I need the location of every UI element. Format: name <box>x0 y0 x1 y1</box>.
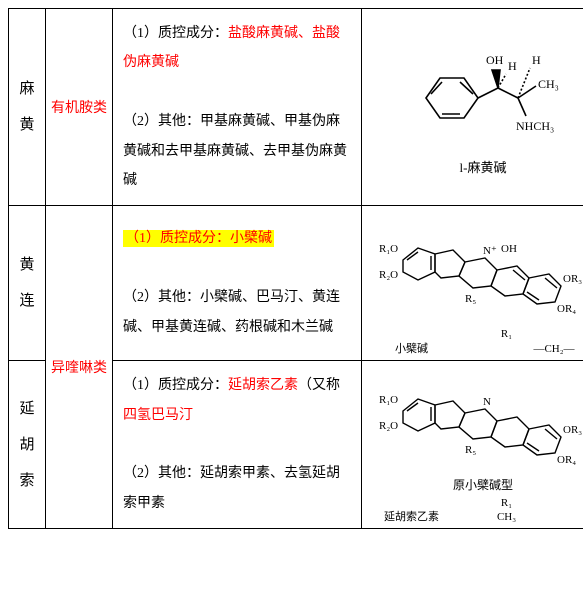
structure-protoberberine: R₁O R₂O R₅ N OR₃ OR₄ <box>373 365 583 475</box>
label-or3: OR₃ <box>563 273 582 285</box>
desc-text-2: （2）其他：延胡索甲素、去氢延胡索甲素 <box>123 466 340 510</box>
r-head: R₂ <box>554 327 583 341</box>
table-row: 麻黄 有机胺类 （1）质控成分：盐酸麻黄碱、盐酸伪麻黄碱 （2）其他：甲基麻黄碱… <box>9 9 583 206</box>
label-r1o: R₁O <box>379 394 398 406</box>
herb-name: 麻黄 <box>19 81 34 133</box>
r-head: R₂ <box>554 496 583 510</box>
r-val: —CH₂— <box>459 342 583 356</box>
label-n: N <box>483 396 491 408</box>
table-row: 黄连 异喹啉类 （1）质控成分：小檗碱 （2）其他：小檗碱、巴马汀、黄连碱、甲基… <box>9 206 583 361</box>
r-val: CH₃ <box>554 510 583 524</box>
label-r1o: R₁O <box>379 243 398 255</box>
label-or3: OR₃ <box>563 424 582 436</box>
label-h2: H <box>532 53 541 67</box>
herb-name: 黄连 <box>19 257 34 309</box>
r-val: CH₃ <box>459 510 554 524</box>
desc-cell: （1）质控成分：盐酸麻黄碱、盐酸伪麻黄碱 （2）其他：甲基麻黄碱、甲基伪麻黄碱和… <box>113 9 362 206</box>
label-ch3: CH₃ <box>538 77 559 91</box>
category-label: 异喹啉类 <box>51 361 107 376</box>
structure-cell: OH H H CH₃ NHCH₃ l-麻黄碱 <box>362 9 583 206</box>
label-r5: R₅ <box>465 293 476 305</box>
r-head: R₁ <box>459 327 554 341</box>
label-or4: OR₄ <box>557 454 576 466</box>
structure-berberine: R₁O R₂O R₅ N⁺ OH OR₃ OR₄ <box>373 210 583 325</box>
r-group-table: R₁ R₂ R₃ R₄ R₅ 小檗碱 —CH₂— CH₃ CH₃ H <box>364 327 583 356</box>
label-n: N⁺ <box>483 245 497 257</box>
r-row-label: 小檗碱 <box>364 342 459 356</box>
structure-caption: l-麻黄碱 <box>364 157 583 176</box>
herb-name-cell: 延胡索 <box>9 360 46 528</box>
desc-red: 延胡索乙素 <box>228 378 298 393</box>
desc-hl-prefix: （1）质控成分： <box>125 231 230 246</box>
desc-text-2: （2）其他：甲基麻黄碱、甲基伪麻黄碱和去甲基麻黄碱、去甲基伪麻黄碱 <box>123 114 347 188</box>
category-label: 有机胺类 <box>51 101 107 116</box>
desc-cell: （1）质控成分：小檗碱 （2）其他：小檗碱、巴马汀、黄连碱、甲基黄连碱、药根碱和… <box>113 206 362 361</box>
category-cell: 有机胺类 <box>46 9 113 206</box>
r-row-label: 延胡索乙素 <box>364 510 459 524</box>
desc-cell: （1）质控成分：延胡索乙素（又称四氢巴马汀 （2）其他：延胡索甲素、去氢延胡索甲… <box>113 360 362 528</box>
structure-caption: 原小檗碱型 <box>364 477 583 494</box>
herb-name-cell: 麻黄 <box>9 9 46 206</box>
desc-text: （1）质控成分： <box>123 26 228 41</box>
label-r2o: R₂O <box>379 420 398 432</box>
r-group-table: R₁ R₂ R₃ R₄ R₅ 延胡索乙素 CH₃ CH₃ CH₃ CH₃ H <box>364 496 583 525</box>
structure-ephedrine: OH H H CH₃ NHCH₃ <box>398 38 568 153</box>
herb-name: 延胡索 <box>19 401 34 489</box>
desc-text-2: （2）其他：小檗碱、巴马汀、黄连碱、甲基黄连碱、药根碱和木兰碱 <box>123 290 340 334</box>
structure-cell: R₁O R₂O R₅ N OR₃ OR₄ 原小檗碱型 R₁ R₂ R₃ R₄ R… <box>362 360 583 528</box>
label-or4: OR₄ <box>557 303 576 315</box>
label-r5: R₅ <box>465 444 476 456</box>
herb-table: 麻黄 有机胺类 （1）质控成分：盐酸麻黄碱、盐酸伪麻黄碱 （2）其他：甲基麻黄碱… <box>8 8 583 529</box>
desc-hl-red: 小檗碱 <box>230 231 272 246</box>
structure-cell: R₁O R₂O R₅ N⁺ OH OR₃ OR₄ R₁ R₂ R₃ R₄ R₅ … <box>362 206 583 361</box>
label-oh: OH <box>501 243 517 255</box>
desc-red-2: 四氢巴马汀 <box>123 408 193 423</box>
desc-mid: （又称 <box>298 378 340 393</box>
label-nhch3: NHCH₃ <box>516 119 554 133</box>
label-h1: H <box>508 59 517 73</box>
desc-highlight: （1）质控成分：小檗碱 <box>123 230 274 247</box>
herb-name-cell: 黄连 <box>9 206 46 361</box>
category-cell: 异喹啉类 <box>46 206 113 529</box>
label-r2o: R₂O <box>379 269 398 281</box>
r-head: R₁ <box>459 496 554 510</box>
label-oh: OH <box>486 53 504 67</box>
desc-text: （1）质控成分： <box>123 378 228 393</box>
